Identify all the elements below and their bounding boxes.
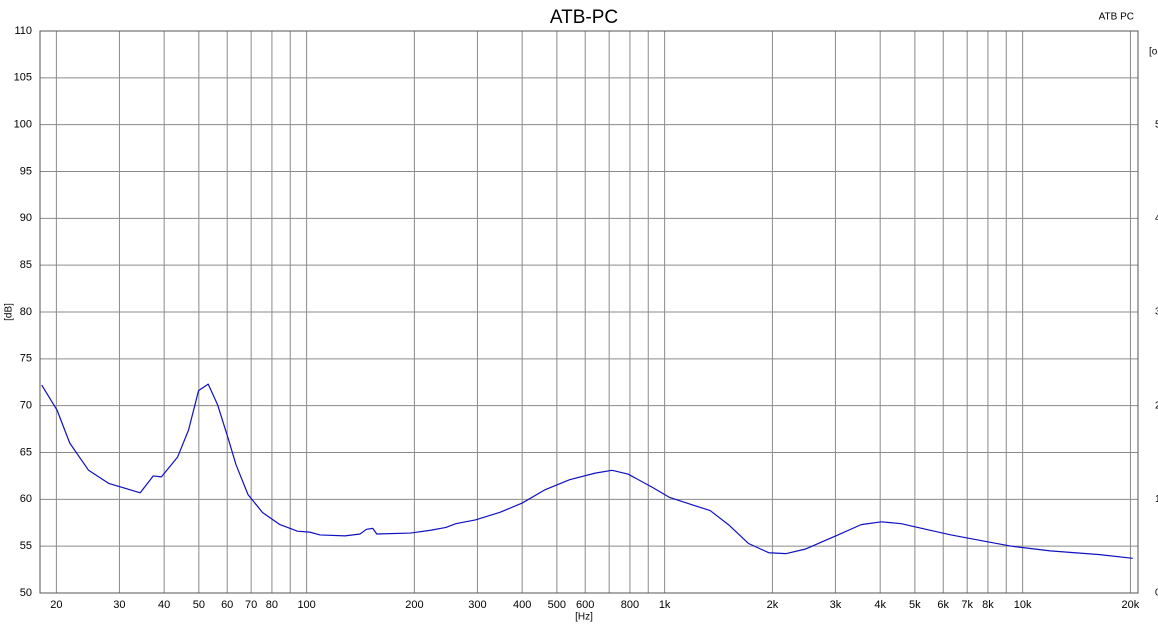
y-tick-label: 105 bbox=[14, 72, 32, 84]
x-tick-label: 500 bbox=[548, 599, 566, 611]
x-tick-label: 400 bbox=[513, 599, 531, 611]
x-tick-label: 10k bbox=[1014, 599, 1032, 611]
x-tick-label: 80 bbox=[266, 599, 278, 611]
x-tick-label: 20 bbox=[50, 599, 62, 611]
y-axis-label: [dB] bbox=[4, 303, 15, 321]
x-tick-label: 600 bbox=[576, 599, 594, 611]
y-tick-label: 60 bbox=[20, 493, 32, 505]
x-tick-label: 2k bbox=[767, 599, 779, 611]
y2-tick-label: 3 bbox=[1155, 307, 1158, 318]
y2-tick-label: 2 bbox=[1155, 400, 1158, 411]
x-tick-label: 70 bbox=[245, 599, 257, 611]
x-tick-label: 20k bbox=[1122, 599, 1140, 611]
x-tick-label: 800 bbox=[621, 599, 639, 611]
x-tick-label: 7k bbox=[961, 599, 973, 611]
y2-tick-label: 4 bbox=[1155, 213, 1158, 224]
y2-tick-label: 5 bbox=[1155, 119, 1158, 130]
plot-frame bbox=[39, 30, 1139, 594]
y-tick-label: 95 bbox=[20, 165, 32, 177]
y-tick-label: 90 bbox=[20, 212, 32, 224]
x-tick-label: 50 bbox=[193, 599, 205, 611]
y-tick-label: 75 bbox=[20, 353, 32, 365]
x-tick-label: 3k bbox=[830, 599, 842, 611]
x-tick-label: 300 bbox=[468, 599, 486, 611]
y-tick-label: 55 bbox=[20, 540, 32, 552]
y-tick-label: 85 bbox=[20, 259, 32, 271]
x-tick-label: 1k bbox=[659, 599, 671, 611]
y-tick-label: 110 bbox=[14, 25, 32, 37]
x-tick-label: 40 bbox=[158, 599, 170, 611]
chart-title: ATB-PC bbox=[550, 7, 618, 28]
x-tick-label: 5k bbox=[909, 599, 921, 611]
legend-entry: ATB PC bbox=[1099, 12, 1134, 23]
y-tick-label: 70 bbox=[20, 400, 32, 412]
y2-axis-label: [o bbox=[1149, 47, 1158, 58]
y-tick-label: 65 bbox=[20, 446, 32, 458]
x-tick-label: 200 bbox=[405, 599, 423, 611]
x-tick-label: 4k bbox=[874, 599, 886, 611]
x-axis-label: [Hz] bbox=[575, 612, 593, 623]
y-tick-label: 50 bbox=[20, 587, 32, 599]
x-tick-label: 6k bbox=[937, 599, 949, 611]
data-line bbox=[41, 383, 1133, 559]
x-tick-label: 30 bbox=[113, 599, 125, 611]
x-tick-label: 60 bbox=[221, 599, 233, 611]
y2-tick-label: 0 bbox=[1155, 588, 1158, 599]
x-tick-label: 100 bbox=[297, 599, 315, 611]
y-tick-label: 100 bbox=[14, 119, 32, 131]
y-tick-label: 80 bbox=[20, 306, 32, 318]
y2-tick-label: 1 bbox=[1155, 494, 1158, 505]
x-tick-label: 8k bbox=[982, 599, 994, 611]
